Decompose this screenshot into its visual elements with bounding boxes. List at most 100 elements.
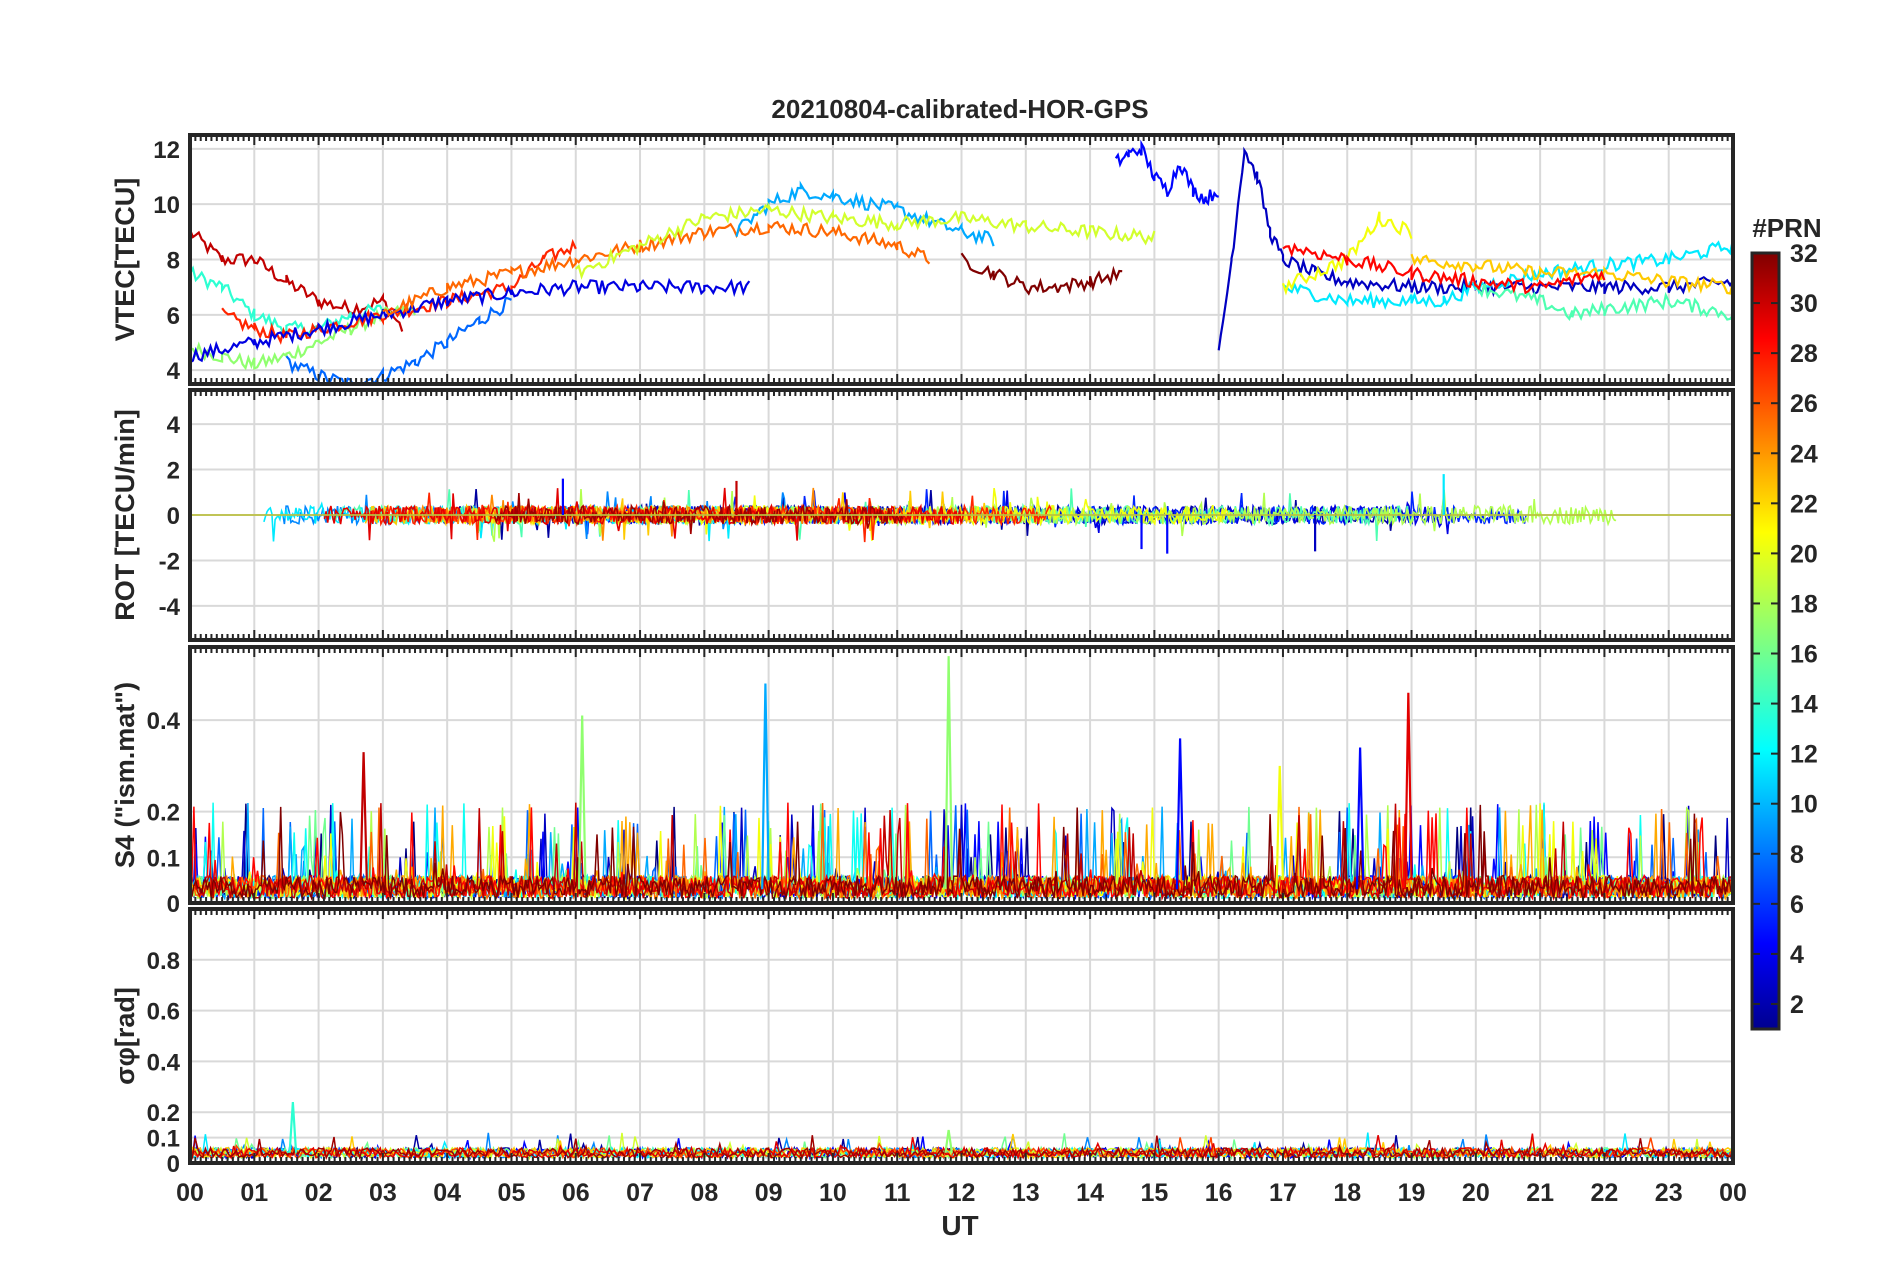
y-axis-label-s4: S4 ("ism.mat") — [110, 682, 140, 868]
vtec-series-prn-15 — [1475, 283, 1733, 322]
vtec-series-prn-27 — [221, 238, 577, 345]
y-tick-label-s4: 0.2 — [147, 800, 180, 827]
sigma-peak-prn-17 — [944, 1129, 953, 1153]
colorbar-tick-label: 32 — [1790, 240, 1818, 268]
x-tick-label: 10 — [819, 1179, 847, 1207]
x-tick-label: 19 — [1398, 1179, 1426, 1207]
x-tick-label: 14 — [1076, 1179, 1104, 1207]
sigma-peak-prn-14 — [288, 1101, 298, 1153]
colorbar-tick-label: 22 — [1790, 490, 1818, 518]
series-s4 — [190, 656, 1732, 902]
x-tick-label: 20 — [1462, 1179, 1490, 1207]
y-tick-label-s4: 0.1 — [147, 845, 180, 872]
rot-series-prn-29 — [323, 487, 965, 541]
colorbar-tick-label: 30 — [1790, 290, 1818, 318]
frame-s4 — [188, 645, 1735, 905]
y-tick-label-vtec: 4 — [167, 358, 181, 385]
x-tick-label: 11 — [884, 1179, 911, 1207]
x-tick-label: 18 — [1333, 1179, 1361, 1207]
frame-rot — [188, 388, 1735, 642]
s4-peak-prn-17 — [944, 656, 953, 890]
y-tick-label-sigma_phi: 0.4 — [147, 1049, 181, 1076]
frame-sigma_phi — [188, 907, 1735, 1165]
colorbar-tick-label: 10 — [1790, 791, 1818, 819]
vtec-series-prn-32 — [960, 252, 1123, 296]
x-tick-label: 13 — [1012, 1179, 1040, 1207]
panel-sigma_phi: 00.10.2 0.4 0.6 0.8 σφ[rad] — [110, 907, 1735, 1178]
vtec-series-prn-25 — [382, 220, 931, 317]
y-tick-label-rot: 2 — [167, 458, 180, 485]
y-axis-label-sigma_phi: σφ[rad] — [110, 987, 140, 1085]
x-tick-label: 07 — [626, 1179, 654, 1207]
colorbar-tick-label: 26 — [1790, 390, 1818, 418]
grid-vtec — [189, 135, 1734, 384]
colorbar-tick-label: 18 — [1790, 590, 1818, 618]
rot-series-prn-31 — [493, 492, 904, 535]
panel-rot: -4 -2 0 2 4 ROT [TECU/min] — [110, 388, 1735, 642]
x-tick-label: 06 — [562, 1179, 590, 1207]
colorbar-tick-label: 14 — [1790, 691, 1818, 719]
vtec-series-prn-8 — [285, 296, 512, 384]
y-tick-label-sigma_phi: 0.2 — [147, 1100, 180, 1127]
colorbar-tick-label: 2 — [1790, 991, 1804, 1019]
chart-title: 20210804-calibrated-HOR-GPS — [771, 94, 1148, 124]
y-tick-label-s4: 0 — [167, 891, 180, 918]
x-tick-label: 05 — [498, 1179, 526, 1207]
y-tick-label-rot: 0 — [167, 503, 180, 530]
y-tick-label-sigma_phi: 0.8 — [147, 948, 180, 975]
colorbar-tick-label: 12 — [1790, 741, 1818, 769]
vtec-series-prn-28 — [1282, 242, 1606, 295]
s4-peak-prn-29 — [1404, 692, 1413, 890]
x-tick-label: 00 — [1719, 1179, 1747, 1207]
vtec-series-prn-12 — [1282, 239, 1733, 311]
colorbar-tick-label: 16 — [1790, 641, 1818, 669]
panel-vtec: 4 6 8 10 12 VTEC[TECU] — [110, 133, 1735, 386]
y-tick-label-vtec: 6 — [167, 303, 180, 330]
y-tick-label-sigma_phi: 0.6 — [147, 999, 180, 1026]
s4-peak-prn-30 — [359, 752, 368, 890]
y-tick-label-rot: -2 — [159, 548, 180, 575]
colorbar-tick-label: 8 — [1790, 841, 1804, 869]
x-axis: 00 01 02 03 04 05 06 07 08 09 10 11 12 13 14 15 16 17 18 19… — [176, 1179, 1747, 1207]
vtec-series-prn-19 — [575, 201, 1156, 280]
grid-sigma_phi — [189, 909, 1734, 1164]
y-tick-label-vtec: 10 — [153, 192, 180, 219]
x-tick-label: 17 — [1269, 1179, 1297, 1207]
s4-peak-prn-17 — [577, 715, 587, 890]
y-axis-label-vtec: VTEC[TECU] — [110, 178, 140, 342]
x-tick-label: 23 — [1655, 1179, 1683, 1207]
s4-peak-prn-20 — [1275, 765, 1285, 890]
y-tick-label-rot: -4 — [159, 594, 181, 621]
y-tick-label-s4: 0.4 — [147, 708, 181, 735]
x-tick-label: 03 — [369, 1179, 397, 1207]
x-tick-label: 15 — [1140, 1179, 1168, 1207]
frame-vtec — [188, 133, 1735, 386]
x-tick-label: 09 — [755, 1179, 783, 1207]
y-tick-label-vtec: 8 — [167, 248, 180, 275]
vtec-series-prn-4 — [190, 277, 751, 364]
series-vtec — [190, 139, 1733, 384]
vtec-series-prn-10 — [735, 180, 995, 247]
x-tick-label: 04 — [433, 1179, 461, 1207]
colorbar-tick-label: 24 — [1790, 440, 1818, 468]
colorbar-tick-label: 20 — [1790, 540, 1818, 568]
series-rot — [190, 474, 1733, 554]
y-tick-label-sigma_phi: 0 — [167, 1151, 180, 1178]
colorbar-gradient — [1750, 251, 1781, 1031]
x-tick-label: 01 — [240, 1179, 268, 1207]
x-tick-label: 22 — [1591, 1179, 1619, 1207]
panel-s4: 0 0.1 0.2 0.4 S4 ("ism.mat") — [110, 645, 1735, 918]
x-tick-label: 16 — [1205, 1179, 1233, 1207]
vtec-series-prn-14 — [190, 265, 384, 338]
x-tick-label: 08 — [690, 1179, 718, 1207]
s4-peak-prn-5 — [1355, 747, 1365, 890]
x-axis-label: UT — [941, 1210, 978, 1241]
colorbar-tick-label: 6 — [1790, 891, 1804, 919]
colorbar-tick-label: 4 — [1790, 941, 1804, 969]
vtec-series-prn-22 — [1410, 253, 1733, 295]
